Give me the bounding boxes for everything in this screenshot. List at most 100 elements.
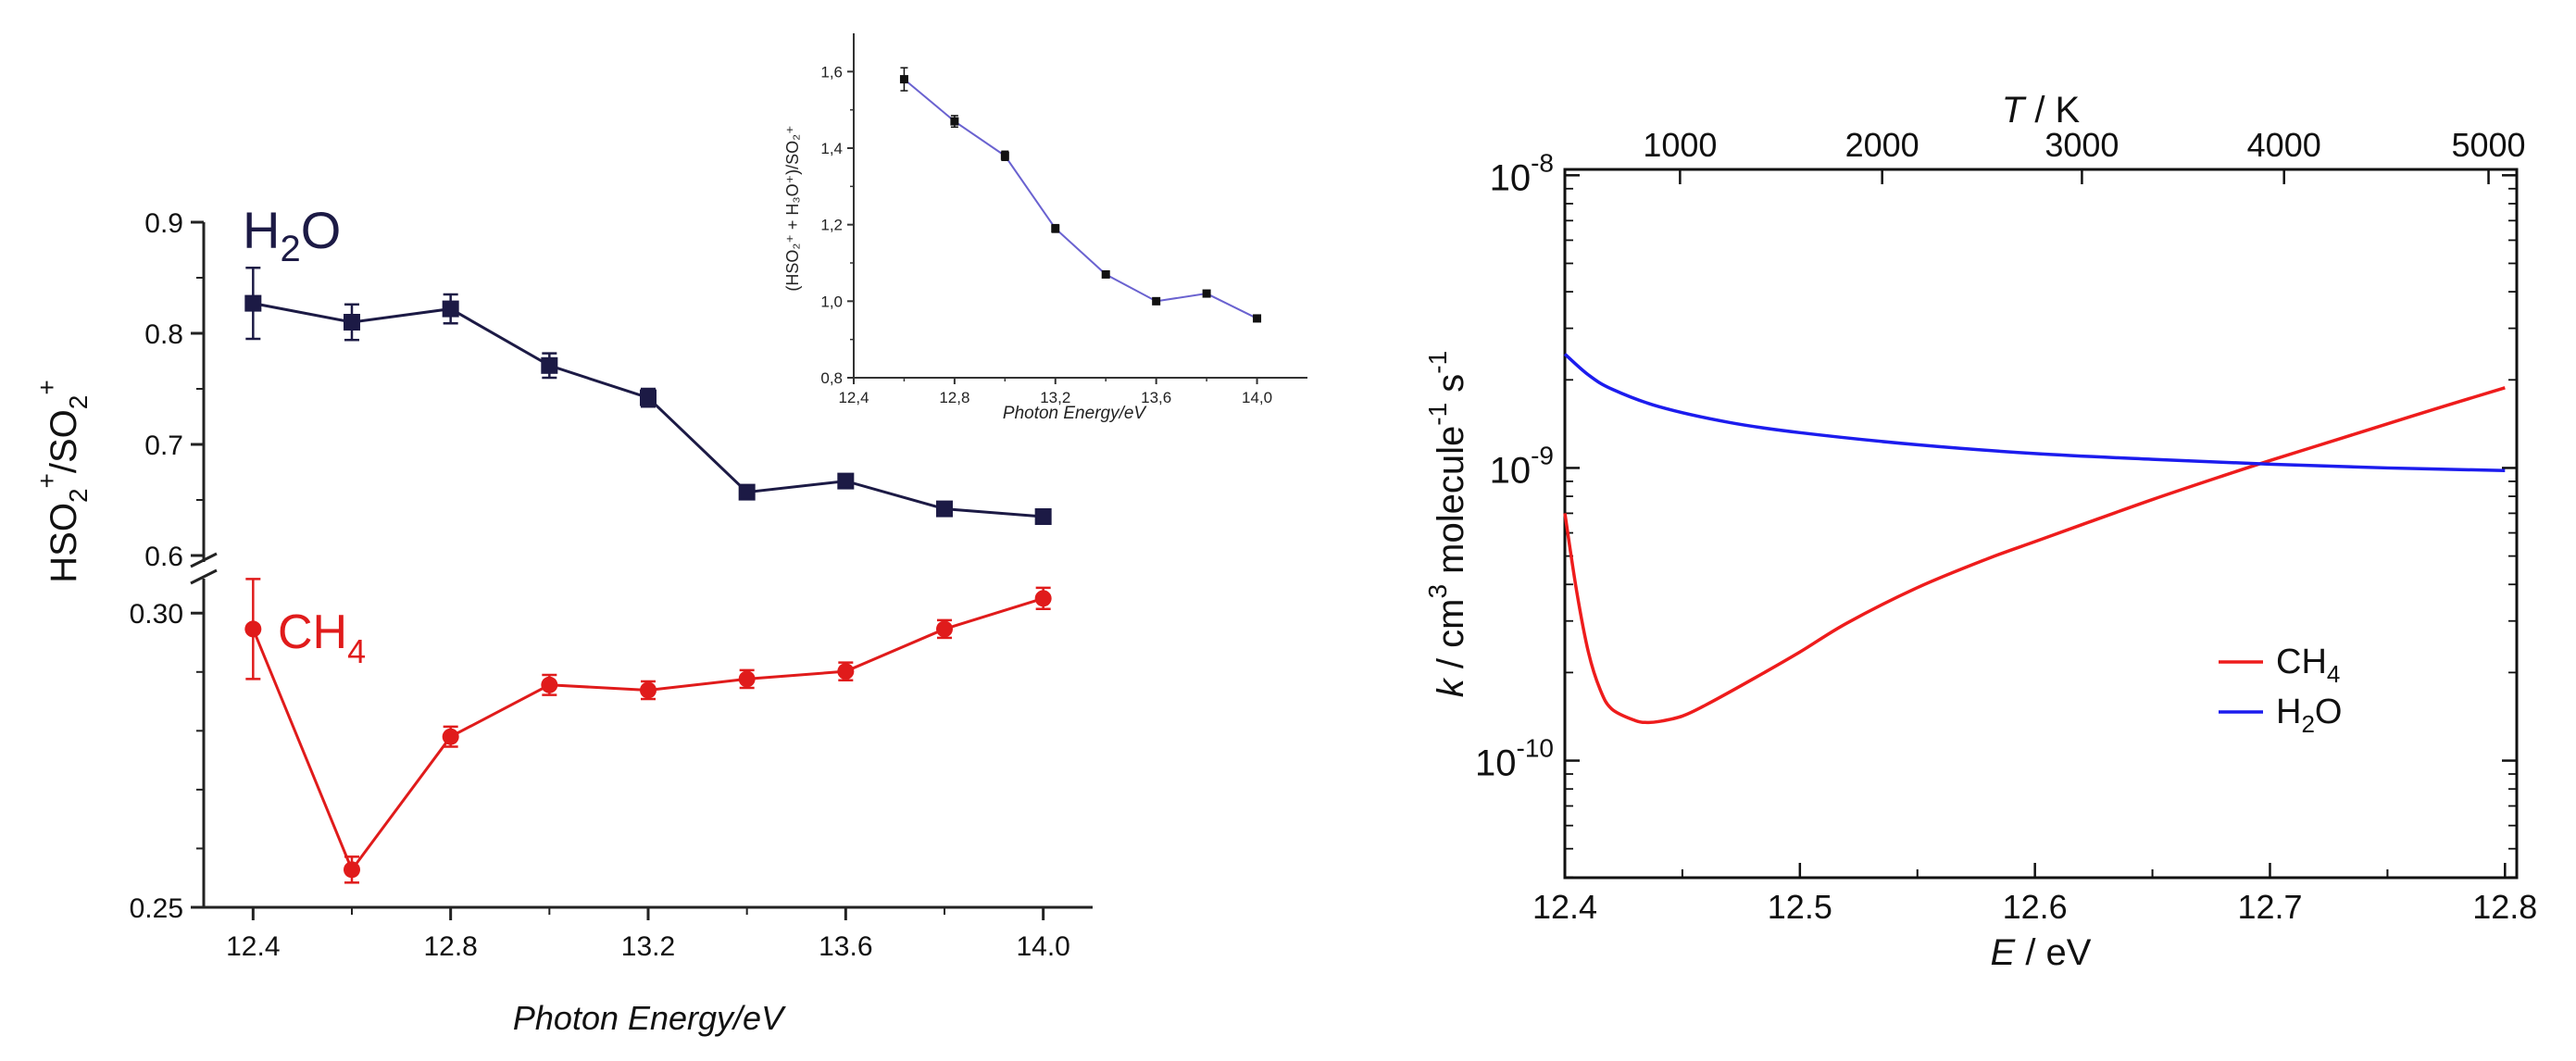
data-point — [837, 472, 855, 490]
y-tick-label-lower: 0.30 — [130, 599, 183, 630]
data-point — [344, 861, 360, 879]
inset-y-tick-label: 1,2 — [820, 217, 843, 234]
text-part: 10 — [1490, 450, 1532, 491]
text-part: H — [243, 201, 280, 259]
inset-series — [899, 67, 1262, 323]
data-point — [640, 681, 657, 699]
text-part: CH — [278, 605, 347, 659]
text-part: + — [32, 473, 61, 488]
data-point — [936, 500, 953, 518]
data-point — [541, 676, 558, 693]
inset-y-tick-label: 0,8 — [820, 369, 843, 387]
y-tick-label-upper: 0.7 — [144, 431, 183, 461]
series-ch4 — [244, 578, 1052, 884]
x-tick-label: 12.8 — [2472, 888, 2537, 926]
inset-y-tick-label: 1,0 — [820, 293, 843, 310]
inset-series-line — [903, 78, 1257, 319]
series-line — [251, 596, 1044, 873]
series-line — [253, 302, 1044, 518]
left-chart: 0.6 0.7 0.8 0.9 0.25 0.30 12.4 12.8 13.2 13.6 14.0… — [32, 201, 1093, 1037]
text-part: /SO — [44, 409, 84, 473]
series-h2o — [244, 266, 1052, 525]
inset-y-axis-label: (HSO₂⁺ + H₃O⁺)/SO₂⁺ — [783, 125, 802, 291]
text-part: + — [32, 380, 61, 394]
text-part: 2 — [64, 395, 93, 410]
text-part: 4 — [2327, 660, 2340, 688]
text-part: 2 — [64, 488, 93, 503]
y-tick-label-upper: 0.6 — [144, 542, 183, 572]
x-axis-label: E / eV — [1991, 932, 2092, 973]
legend-label-ch4: CH4 — [2276, 643, 2340, 688]
x-tick-label: 12.4 — [226, 931, 280, 962]
axis-break-mark — [190, 552, 218, 568]
text-part: 10 — [1475, 743, 1517, 784]
inset-data-point — [1253, 314, 1262, 323]
text-part: HSO — [44, 503, 84, 583]
x-tick-label: 13.6 — [819, 931, 872, 962]
text-part: 2 — [280, 229, 300, 269]
text-part: -8 — [1531, 148, 1554, 177]
data-point — [1034, 590, 1052, 607]
inset-x-tick-label: 14,0 — [1242, 389, 1272, 406]
inset-data-point — [1000, 151, 1009, 160]
data-point — [442, 728, 459, 745]
data-point — [442, 300, 459, 318]
top-tick-label: 2000 — [1845, 126, 1919, 164]
text-part: 3 — [1423, 584, 1452, 599]
legend-label-h2o: H2O — [2276, 693, 2342, 738]
text-part: molecule — [1431, 426, 1471, 584]
inset-x-tick-label: 12,4 — [838, 389, 869, 406]
text-part: -10 — [1517, 734, 1554, 763]
inset-data-point — [1202, 289, 1211, 298]
top-tick-label: 4000 — [2247, 126, 2321, 164]
top-tick-label: 1000 — [1643, 126, 1717, 164]
y-tick-label: 10-9 — [1490, 441, 1554, 491]
text-part: -1 — [1423, 403, 1452, 426]
top-tick-label: 3000 — [2045, 126, 2119, 164]
text-part: s — [1431, 374, 1471, 403]
curve-ch4 — [1563, 386, 2506, 725]
data-point — [837, 663, 855, 680]
inset-x-tick-label: 12,8 — [939, 389, 969, 406]
y-tick-label-upper: 0.9 — [144, 208, 183, 239]
inset-data-point — [899, 75, 908, 84]
data-point — [640, 389, 657, 406]
text-part: 10 — [1490, 157, 1532, 198]
y-axis-label: HSO2+/SO2+ — [32, 380, 93, 582]
inset-data-point — [1101, 269, 1110, 279]
right-chart: 12.4 12.5 12.6 12.7 12.8 1000 2000 3000 4000 5000… — [1423, 90, 2537, 973]
text-part: E — [1991, 932, 2017, 973]
text-part: O — [301, 201, 342, 259]
data-point — [738, 670, 756, 688]
inset-x-tick-label: 13,6 — [1141, 389, 1171, 406]
data-point — [244, 620, 262, 638]
text-part: CH — [2276, 643, 2327, 681]
text-part: H — [2276, 693, 2301, 731]
data-point — [936, 620, 953, 638]
text-part: T — [2002, 90, 2027, 131]
x-tick-label: 12.6 — [2003, 888, 2068, 926]
data-point — [344, 314, 360, 331]
x-axis-label: Photon Energy/eV — [513, 999, 786, 1037]
x-tick-label: 12.8 — [423, 931, 477, 962]
text-part: / K — [2024, 90, 2080, 131]
text-part: -9 — [1531, 441, 1554, 469]
inset-y-tick-label: 1,4 — [820, 140, 843, 157]
data-point — [738, 483, 756, 501]
top-axis-label: T / K — [2002, 90, 2081, 131]
inset-x-axis-label: Photon Energy/eV — [1003, 404, 1148, 423]
x-tick-label: 13.2 — [621, 931, 675, 962]
text-part: k — [1431, 677, 1471, 697]
y-tick-label-upper: 0.8 — [144, 319, 183, 350]
legend: CH4 H2O — [2219, 643, 2342, 738]
series-label-h2o: H2O — [243, 201, 341, 269]
text-part: / eV — [2015, 932, 2092, 973]
inset-data-point — [1051, 224, 1060, 233]
text-part: 2 — [2301, 710, 2314, 738]
x-tick-label: 12.5 — [1768, 888, 1832, 926]
data-point — [244, 294, 262, 312]
inset-chart: 0,8 1,0 1,2 1,4 1,6 12,4 12,8 13,2 13,6 14,0 Photo… — [783, 33, 1307, 423]
axis-break-mark — [190, 568, 218, 585]
top-tick-label: 5000 — [2451, 126, 2525, 164]
